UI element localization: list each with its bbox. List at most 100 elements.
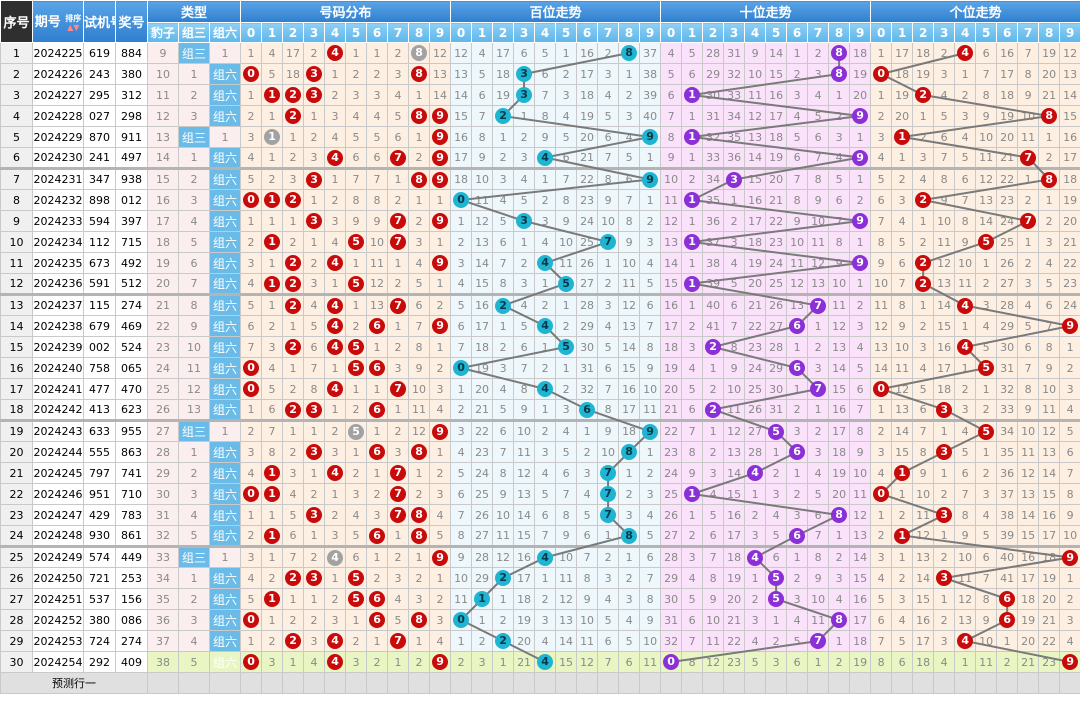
row-test-number: 898 [83,189,116,211]
predict-cell[interactable] [639,672,662,694]
predict-cell[interactable] [429,672,452,694]
predict-cell[interactable] [744,672,767,694]
predict-cell[interactable] [303,672,326,694]
bai-digit-0: 0 [450,22,473,43]
bai-ball: 2 [495,297,512,314]
ge-cell: 2 [912,252,935,274]
col-issue[interactable]: 期号 排序 ▲▼ [32,0,84,43]
shi-cell: 2 [828,105,851,127]
predict-cell[interactable] [702,672,725,694]
dist-cell: 8 [408,441,431,463]
predict-cell[interactable] [597,672,620,694]
sort-button[interactable]: 排序 ▲▼ [65,14,81,32]
shi-cell: 6 [807,504,830,526]
shi-cell: 33 [723,84,746,106]
ge-cell: 11 [1038,399,1061,422]
dist-cell: 0 [240,609,263,631]
shi-cell: 3 [828,567,851,589]
shi-cell: 9 [681,462,704,484]
dist-cell: 4 [324,462,347,484]
predict-cell[interactable] [681,672,704,694]
dist-cell: 3 [387,441,410,463]
predict-cell[interactable] [366,672,389,694]
predict-cell[interactable] [807,672,830,694]
predict-cell[interactable] [912,672,935,694]
predict-cell[interactable] [324,672,347,694]
dist-cell: 1 [303,525,326,548]
ge-cell: 11 [975,651,998,673]
ge-ball: 2 [915,87,932,103]
predict-cell[interactable] [891,672,914,694]
predict-cell[interactable] [933,672,956,694]
predict-cell[interactable] [555,672,578,694]
predict-cell[interactable] [345,672,368,694]
ge-cell: 3 [891,189,914,211]
row-draw-number: 469 [115,315,148,337]
type-omission: 2 [178,168,210,190]
predict-cell[interactable] [240,672,263,694]
predict-cell[interactable] [1017,672,1040,694]
shi-cell: 20 [660,378,683,400]
predict-cell[interactable] [208,672,242,694]
type-omission: 1 [208,42,242,64]
predict-cell[interactable] [492,672,515,694]
ge-cell: 21 [1017,651,1040,673]
ge-cell: 3 [870,126,893,148]
bai-cell: 1 [534,336,557,358]
predict-cell[interactable] [618,672,641,694]
shi-cell: 18 [828,441,851,463]
type-hit: 组六 [208,462,242,484]
shi-cell: 14 [744,147,767,170]
row-draw-number: 955 [115,420,148,442]
bai-cell: 28 [576,294,599,316]
predict-cell[interactable] [471,672,494,694]
predict-cell[interactable] [870,672,893,694]
ge-cell: 2 [1017,189,1040,211]
shi-cell: 2 [723,210,746,232]
dist-cell: 3 [240,126,263,148]
ge-ball: 8 [1041,108,1058,124]
ge-cell: 20 [891,105,914,127]
dist-cell: 3 [261,336,284,358]
predict-cell[interactable] [387,672,410,694]
predict-cell[interactable] [786,672,809,694]
bai-cell: 2 [534,294,557,316]
bai-cell: 10 [576,609,599,631]
predict-cell[interactable] [849,672,872,694]
predict-cell[interactable] [534,672,557,694]
table-row: 30 2024254 292 409 38 5 组六 0 3 1 4 4 3 2 1 2 9 2 3 1 21 4 15 12… [0,651,1080,673]
ge-cell: 16 [1059,126,1080,148]
type-hit: 组六 [208,525,242,548]
dist-ball: 9 [432,423,449,440]
type-omission: 3 [178,105,210,127]
predict-cell[interactable] [408,672,431,694]
type-omission: 4 [178,504,210,526]
predict-cell[interactable] [765,672,788,694]
shi-cell: 39 [702,273,725,296]
ge-cell: 1 [912,210,935,232]
dist-ball: 8 [411,171,428,188]
predict-cell[interactable] [996,672,1019,694]
dist-cell: 1 [345,42,368,64]
predict-cell[interactable] [282,672,305,694]
predict-cell[interactable] [975,672,998,694]
predict-cell[interactable] [513,672,536,694]
predict-cell[interactable] [1038,672,1061,694]
type-omission: 12 [178,378,210,400]
predict-cell[interactable] [660,672,683,694]
predict-cell[interactable] [576,672,599,694]
predict-cell[interactable] [828,672,851,694]
bai-cell: 38 [639,63,662,85]
predict-cell[interactable] [261,672,284,694]
type-omission: 17 [147,210,179,232]
predict-cell[interactable] [178,672,210,694]
bai-cell: 11 [639,651,662,673]
predict-cell[interactable] [723,672,746,694]
dist-cell: 4 [261,42,284,64]
predict-cell[interactable] [954,672,977,694]
shi-cell: 7 [807,147,830,170]
predict-cell[interactable] [1059,672,1080,694]
predict-cell[interactable] [147,672,179,694]
bai-cell: 7 [618,189,641,211]
predict-cell[interactable] [450,672,473,694]
